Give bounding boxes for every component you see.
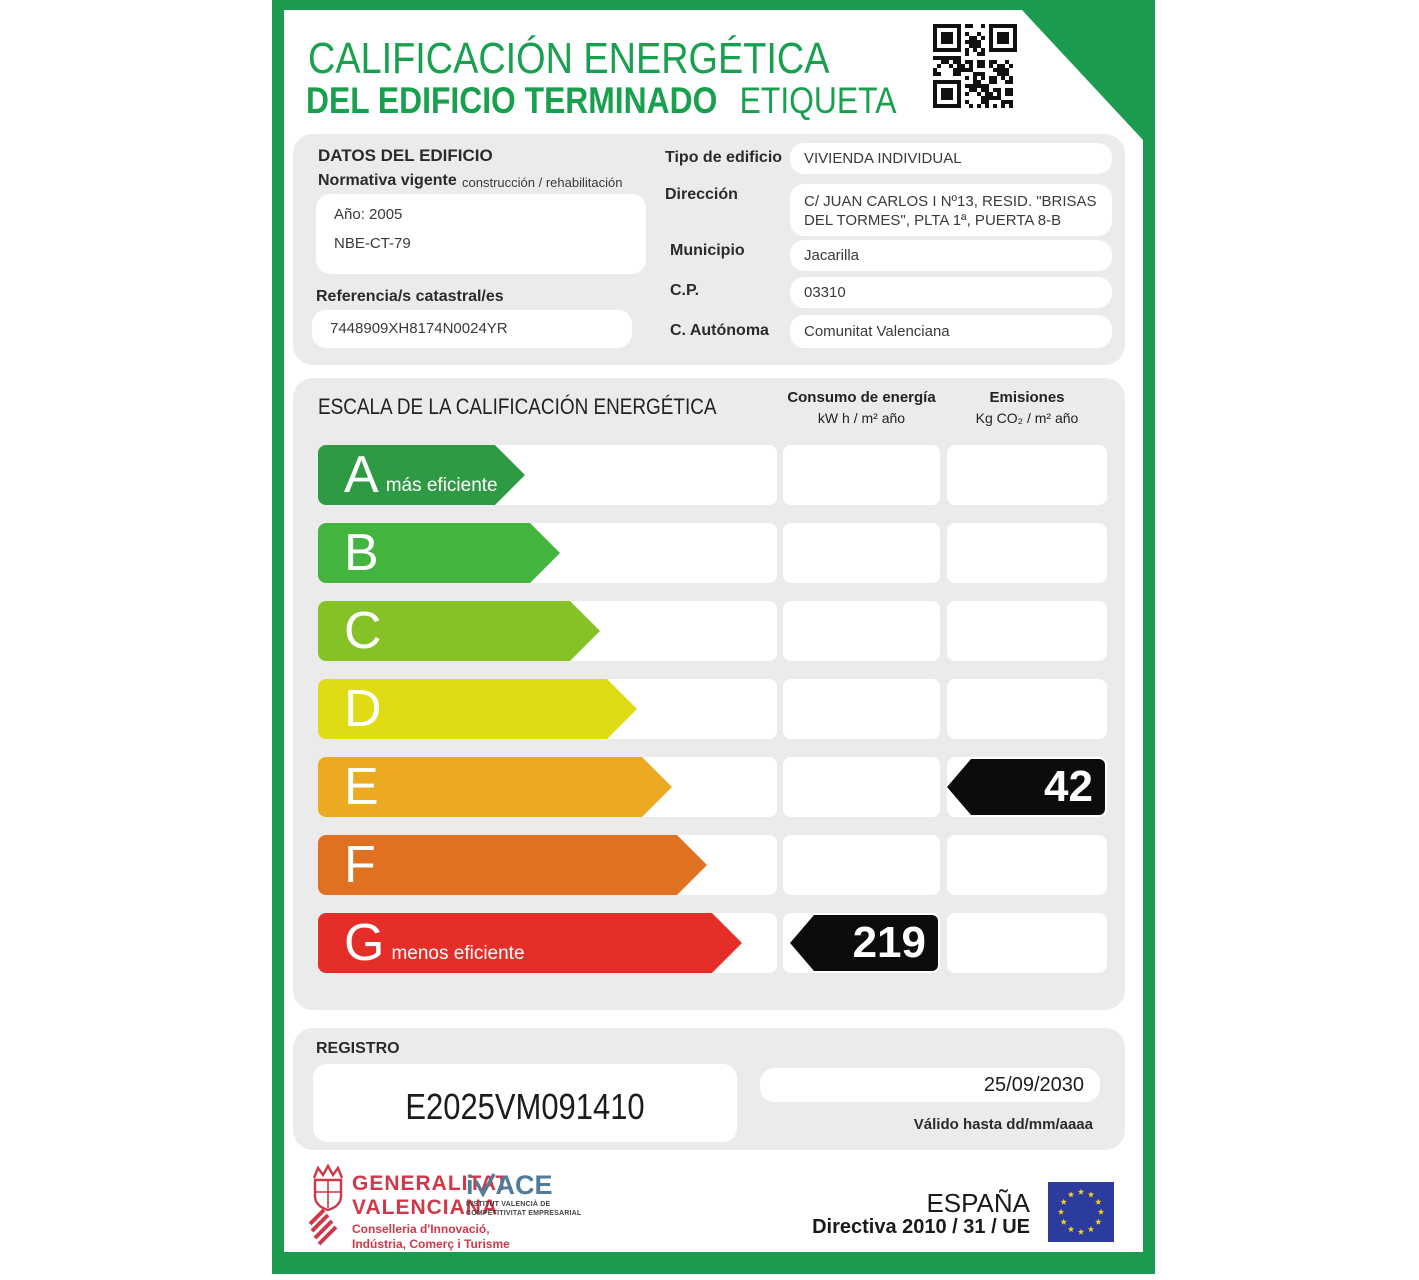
subtitle-etiqueta: ETIQUETA <box>739 80 897 121</box>
field-box-direccion: C/ JUAN CARLOS I Nº13, RESID. "BRISAS DE… <box>790 184 1112 236</box>
ivace-prefix: i <box>466 1170 474 1200</box>
field-label-autonoma: C. Autónoma <box>670 322 769 339</box>
normativa-year: Año: 2005 <box>334 206 403 223</box>
consumo-cell <box>783 679 940 739</box>
emisiones-value-arrow: 42 <box>947 759 1105 815</box>
consumo-value-arrow: 219 <box>790 915 938 971</box>
espana-label: ESPAÑA <box>926 1188 1030 1218</box>
gva-name-line2: VALENCIANA <box>352 1196 499 1219</box>
rating-arrow-d: D <box>318 679 637 739</box>
ivace-logo: i ACE INSTITUT VALENCIÀ DE COMPETITIVITAT… <box>466 1170 581 1218</box>
emisiones-cell <box>947 913 1107 973</box>
emisiones-cell <box>947 445 1107 505</box>
rating-arrow-f: F <box>318 835 707 895</box>
scale-row-e: E 42 <box>0 757 1419 817</box>
qr-code <box>933 24 1017 113</box>
scale-row-b: B <box>0 523 1419 583</box>
scale-row-f: F <box>0 835 1419 895</box>
registry-title: REGISTRO <box>316 1040 400 1057</box>
emisiones-cell <box>947 679 1107 739</box>
rating-arrow-e: E <box>318 757 672 817</box>
valid-date: 25/09/2030 <box>983 1074 1084 1096</box>
field-box-autonoma: Comunitat Valenciana <box>790 315 1112 348</box>
rating-letter: A <box>344 446 379 504</box>
consumo-header: Consumo de energía <box>787 389 936 406</box>
datos-section-title: DATOS DEL EDIFICIO <box>318 146 493 165</box>
ivace-check-icon <box>474 1173 496 1198</box>
rating-letter: F <box>344 836 376 894</box>
registry-code-box: E2025VM091410 <box>313 1064 737 1142</box>
field-box-cp: 03310 <box>790 277 1112 308</box>
page-title: CALIFICACIÓN ENERGÉTICA <box>308 34 830 83</box>
ref-catastral-box: 7448909XH8174N0024YR <box>312 310 632 348</box>
consumo-units: kW h / m² año <box>817 410 906 426</box>
scale-row-c: C <box>0 601 1419 661</box>
consumo-cell <box>783 445 940 505</box>
ivace-sub-line1: INSTITUT VALENCIÀ DE <box>466 1201 551 1208</box>
field-label-direccion: Dirección <box>665 186 738 203</box>
emisiones-units: Kg CO₂ / m² año <box>975 410 1079 426</box>
valid-until-label: Válido hasta dd/mm/aaaa <box>913 1116 1093 1133</box>
field-value-municipio: Jacarilla <box>804 247 860 264</box>
ref-catastral-label: Referencia/s catastral/es <box>316 288 504 305</box>
normativa-box: Año: 2005 NBE-CT-79 <box>316 194 646 274</box>
gva-department-line2: Indústria, Comerç i Turisme <box>352 1237 510 1251</box>
consumo-cell <box>783 757 940 817</box>
normativa-code: NBE-CT-79 <box>334 235 411 252</box>
consumo-cell <box>783 601 940 661</box>
field-value-tipo: VIVIENDA INDIVIDUAL <box>804 150 962 167</box>
scale-row-d: D <box>0 679 1419 739</box>
consumo-cell <box>783 523 940 583</box>
ivace-sub-line2: COMPETITIVITAT EMPRESARIAL <box>466 1210 582 1217</box>
rating-letter: E <box>344 758 379 816</box>
rating-letter: B <box>344 524 379 582</box>
consumo-cell <box>783 835 940 895</box>
gva-emblem-icon <box>306 1162 346 1251</box>
rating-arrow-c: C <box>318 601 600 661</box>
field-label-tipo: Tipo de edificio <box>665 149 783 166</box>
rating-label: más eficiente <box>385 475 498 496</box>
field-label-municipio: Municipio <box>670 242 745 259</box>
rating-label: menos eficiente <box>391 943 525 964</box>
rating-letter: C <box>344 602 382 660</box>
rating-letter: D <box>344 680 382 738</box>
field-box-municipio: Jacarilla <box>790 240 1112 271</box>
field-value-direccion: C/ JUAN CARLOS I Nº13, RESID. "BRISAS DE… <box>804 193 1097 229</box>
field-box-tipo: VIVIENDA INDIVIDUAL <box>790 143 1112 174</box>
ivace-suffix: ACE <box>495 1170 553 1200</box>
gva-department-line1: Conselleria d'Innovació, <box>352 1222 490 1236</box>
field-label-cp: C.P. <box>670 282 700 299</box>
eu-flag-icon <box>1048 1182 1114 1247</box>
field-value-cp: 03310 <box>804 284 846 301</box>
field-value-autonoma: Comunitat Valenciana <box>804 323 950 340</box>
subtitle-bold: DEL EDIFICIO TERMINADO <box>306 80 718 121</box>
normativa-sub-label: construcción / rehabilitación <box>462 175 623 190</box>
ref-catastral-value: 7448909XH8174N0024YR <box>330 320 508 337</box>
registry-code: E2025VM091410 <box>405 1086 645 1127</box>
scale-title: ESCALA DE LA CALIFICACIÓN ENERGÉTICA <box>318 394 717 419</box>
emisiones-header: Emisiones <box>989 389 1065 406</box>
emisiones-cell <box>947 601 1107 661</box>
gva-name-line1: GENERALITAT <box>352 1172 510 1195</box>
normativa-label: Normativa vigente <box>318 172 457 189</box>
page-subtitle: DEL EDIFICIO TERMINADO ETIQUETA <box>306 80 896 122</box>
rating-arrow-b: B <box>318 523 560 583</box>
rating-letter: G <box>344 914 385 972</box>
valid-date-box: 25/09/2030 <box>760 1068 1100 1102</box>
emisiones-cell <box>947 835 1107 895</box>
directiva-label: Directiva 2010 / 31 / UE <box>812 1216 1030 1238</box>
emisiones-cell <box>947 523 1107 583</box>
